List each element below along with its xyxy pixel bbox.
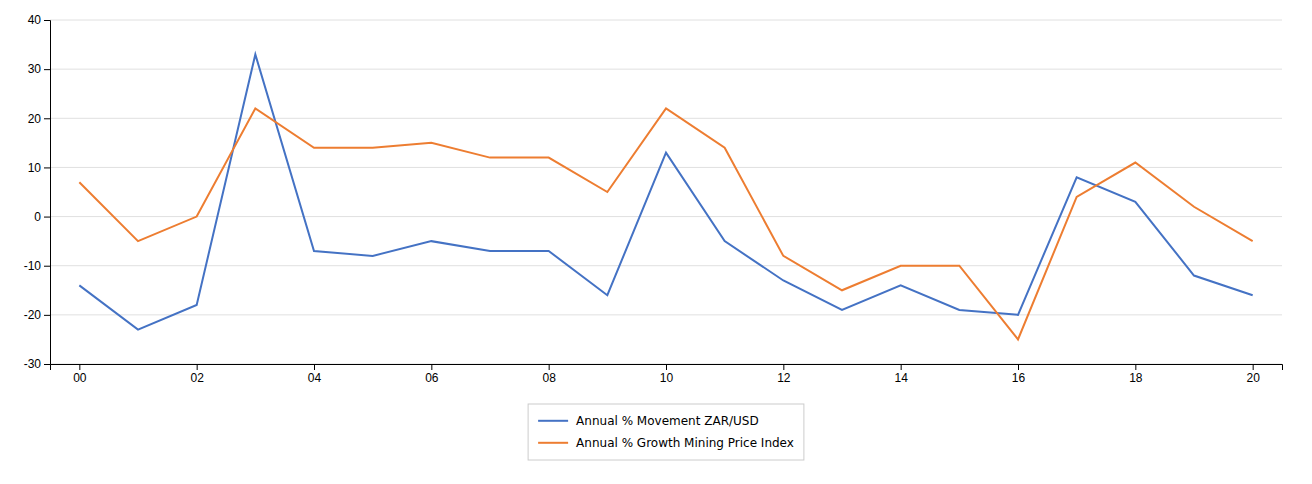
y-tick-label: -20 [24,308,42,322]
x-tick-label: 14 [894,371,908,385]
y-tick: -10 [24,259,50,273]
x-tick-label: 10 [660,371,674,385]
legend-item: Annual % Movement ZAR/USD [538,414,759,428]
y-tick: 10 [28,161,50,175]
y-tick: -30 [24,357,50,371]
x-tick-label: 08 [542,371,556,385]
chart: 00 02 04 06 08 10 12 14 16 18 20 -30 -20 -10 0 10 20 30 40… [0,0,1312,484]
y-tick-label: 30 [28,62,42,76]
x-tick-mark [1018,364,1019,370]
y-tick-mark [44,266,50,267]
x-tick-mark [666,364,667,370]
x-tick-label: 12 [777,371,791,385]
y-tick-mark [44,364,50,365]
x-tick: 04 [308,364,322,385]
x-tick-mark [314,364,315,370]
x-tick-label: 04 [308,371,322,385]
y-tick-mark [44,167,50,168]
legend: Annual % Movement ZAR/USD Annual % Growth… [528,404,804,460]
y-tick: 20 [28,112,50,126]
y-tick: 40 [28,13,50,27]
series-line [79,108,1252,339]
x-tick-label: 02 [190,371,204,385]
y-tick: 30 [28,62,50,76]
y-tick-mark [44,69,50,70]
x-tick: 06 [425,364,439,385]
y-tick-label: 40 [28,13,42,27]
legend-item: Annual % Growth Mining Price Index [538,436,794,450]
y-tick-label: -30 [24,357,42,371]
y-axis-line [44,21,51,365]
x-tick-mark [901,364,902,370]
grid-line [50,314,1282,315]
y-tick: 0 [34,210,50,224]
grid-line [50,69,1282,70]
x-tick: 02 [190,364,204,385]
lines [79,54,1252,339]
x-axis: 00 02 04 06 08 10 12 14 16 18 20 [51,364,1283,385]
legend-label: Annual % Growth Mining Price Index [576,436,794,450]
y-axis: -30 -20 -10 0 10 20 30 40 [24,13,51,371]
x-axis-line [51,365,1283,371]
y-tick: -20 [24,308,50,322]
x-tick: 00 [73,364,87,385]
x-tick-mark [431,364,432,370]
x-tick-mark [783,364,784,370]
x-tick-mark [1135,364,1136,370]
x-tick-label: 20 [1246,371,1260,385]
x-tick-mark [1253,364,1254,370]
x-tick-label: 00 [73,371,87,385]
y-tick-label: 20 [28,112,42,126]
grid-line [50,20,1282,21]
y-tick-mark [44,20,50,21]
y-tick-label: -10 [24,259,42,273]
x-tick: 20 [1246,364,1260,385]
legend-frame [528,404,804,460]
x-tick-mark [549,364,550,370]
legend-label: Annual % Movement ZAR/USD [576,414,759,428]
y-tick-mark [44,118,50,119]
grid-line [50,265,1282,266]
x-tick: 12 [777,364,791,385]
y-tick-label: 10 [28,161,42,175]
series-line [79,54,1252,329]
y-tick-mark [44,315,50,316]
grid-line [50,216,1282,217]
x-tick-label: 18 [1129,371,1143,385]
x-tick-mark [79,364,80,370]
y-tick-mark [44,217,50,218]
x-tick: 08 [542,364,556,385]
x-tick: 18 [1129,364,1143,385]
grid [50,20,1282,364]
legend-swatch [538,442,568,444]
grid-line [50,118,1282,119]
x-tick: 14 [894,364,908,385]
x-tick-label: 06 [425,371,439,385]
y-tick-label: 0 [34,210,41,224]
x-tick: 16 [1012,364,1026,385]
x-tick: 10 [660,364,674,385]
x-tick-mark [197,364,198,370]
x-tick-label: 16 [1012,371,1026,385]
grid-line [50,167,1282,168]
legend-swatch [538,420,568,422]
plot: 00 02 04 06 08 10 12 14 16 18 20 -30 -20 -10 0 10 20 30 40 [24,13,1283,384]
